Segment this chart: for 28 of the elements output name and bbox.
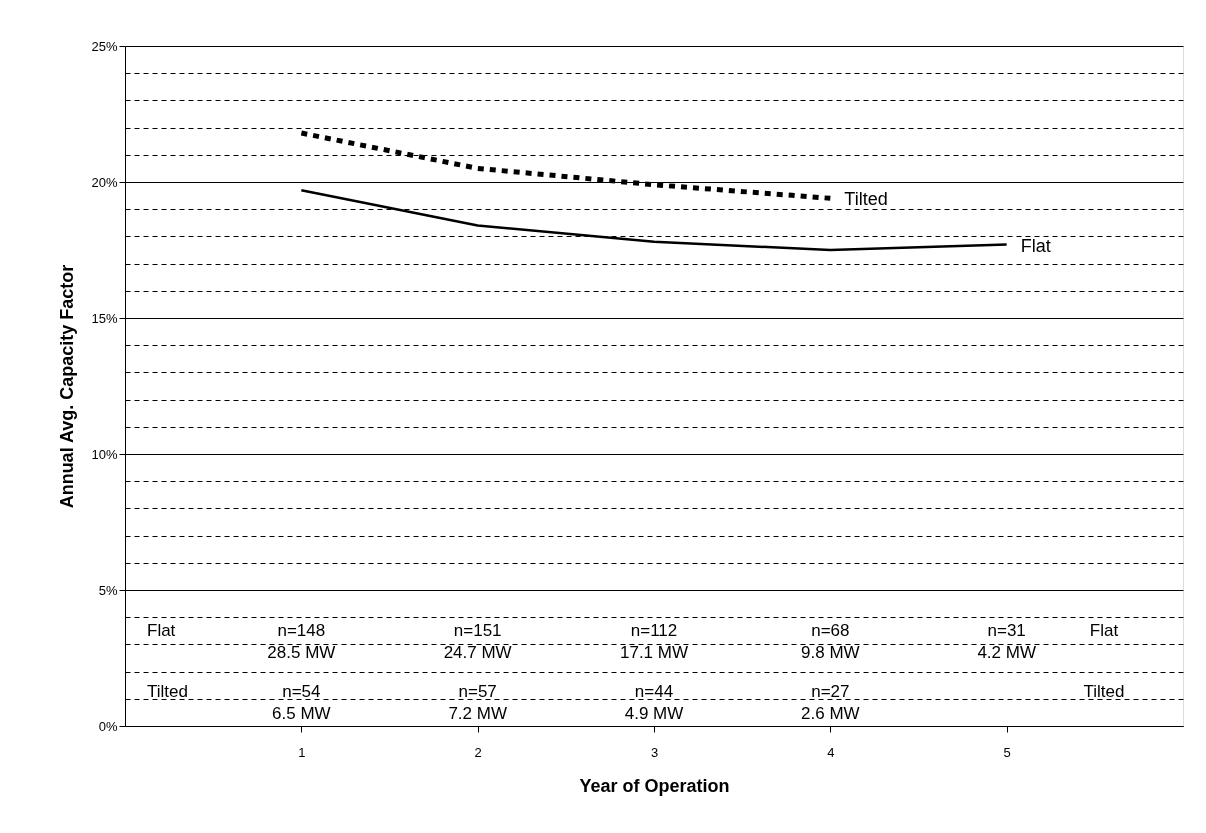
y-axis-title: Annual Avg. Capacity Factor (57, 264, 78, 509)
y-tick-label: 15% (91, 310, 118, 326)
annotation: n=148 28.5 MW (267, 621, 336, 662)
annotation: n=68 9.8 MW (801, 621, 860, 662)
y-tick-label: 0% (98, 718, 118, 734)
annotation: n=27 2.6 MW (801, 682, 860, 723)
y-tick-label: 10% (91, 446, 118, 462)
x-tick-label: 3 (650, 744, 659, 760)
series-label: Tilted (844, 189, 888, 210)
annotation: Flat (147, 621, 176, 640)
annotation: n=151 24.7 MW (443, 621, 512, 662)
x-tick-label: 4 (827, 744, 835, 760)
x-tick-label: 5 (1003, 744, 1011, 760)
annotation: Tilted (147, 682, 188, 701)
annotation: Tilted (1083, 682, 1125, 701)
annotation: n=54 6.5 MW (272, 682, 331, 723)
annotation: Flat (1089, 621, 1119, 640)
annotation: n=44 4.9 MW (624, 682, 684, 723)
annotation: n=57 7.2 MW (448, 682, 507, 723)
x-tick-label: 1 (298, 744, 306, 760)
annotation: n=112 17.1 MW (619, 621, 689, 662)
y-tick-label: 25% (91, 38, 118, 54)
x-axis-title: Year of Operation (579, 775, 730, 796)
x-tick-label: 2 (474, 744, 482, 760)
series-label: Flat (1020, 235, 1051, 256)
y-tick-label: 20% (91, 174, 118, 190)
annotation: n=31 4.2 MW (977, 621, 1036, 662)
y-tick-label: 5% (98, 582, 118, 598)
